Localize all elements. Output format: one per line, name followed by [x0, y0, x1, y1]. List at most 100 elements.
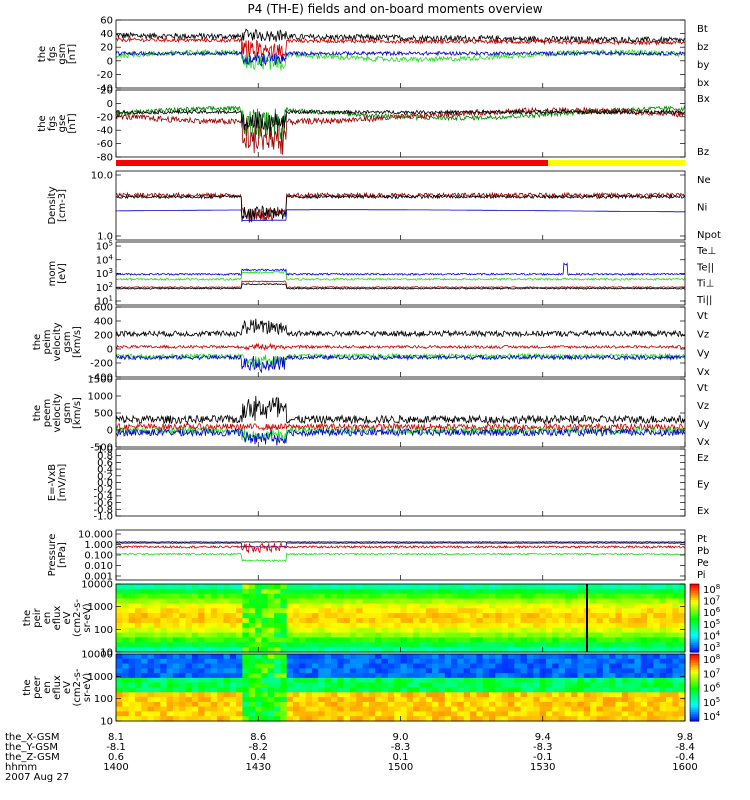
heatmap-cell-peer	[349, 682, 357, 689]
heatmap-cell-peir	[242, 622, 250, 629]
heatmap-cell-peer	[577, 711, 585, 717]
heatmap-cell-peer	[381, 682, 389, 689]
heatmap-cell-peer	[495, 673, 503, 679]
heatmap-cell-peir	[596, 588, 604, 595]
heatmap-cell-peir	[160, 608, 168, 614]
heatmap-cell-peir	[293, 632, 300, 639]
heatmap-cell-peer	[280, 692, 288, 698]
colorbar-segment-peir	[690, 615, 699, 619]
heatmap-cell-peer	[160, 692, 168, 698]
heatmap-cell-peer	[508, 658, 515, 665]
heatmap-cell-peir	[223, 598, 231, 605]
heatmap-cell-peir	[495, 642, 503, 648]
heatmap-cell-peir	[394, 618, 402, 624]
colorbar-segment-peir	[690, 622, 699, 626]
heatmap-cell-peer	[628, 654, 635, 660]
heatmap-cell-peir	[451, 608, 458, 614]
heatmap-cell-peir	[172, 588, 180, 595]
heatmap-cell-peer	[362, 687, 370, 693]
heatmap-cell-peer	[293, 673, 300, 679]
heatmap-cell-peer	[666, 668, 673, 674]
heatmap-cell-peer	[634, 682, 642, 689]
heatmap-cell-peer	[147, 711, 155, 717]
heatmap-cell-peir	[552, 613, 560, 619]
y-tick-label-peem: 0	[107, 426, 113, 437]
heatmap-cell-peir	[640, 632, 648, 639]
heatmap-cell-peer	[457, 658, 465, 665]
colorbar-segment-peir	[690, 636, 699, 639]
heatmap-cell-peer	[615, 697, 623, 703]
heatmap-cell-peir	[400, 618, 408, 624]
heatmap-cell-peer	[299, 663, 307, 669]
y-axis-label-peer: the	[22, 679, 33, 695]
heatmap-cell-peer	[147, 692, 155, 698]
heatmap-cell-peir	[628, 618, 635, 624]
y-tick-label-peim: 600	[94, 303, 113, 314]
legend-label-density: Ne	[697, 175, 711, 186]
heatmap-cell-peer	[337, 701, 345, 708]
heatmap-cell-peir	[659, 622, 667, 629]
heatmap-cell-peer	[172, 692, 180, 698]
heatmap-cell-peir	[659, 632, 667, 639]
heatmap-cell-peir	[495, 608, 503, 614]
heatmap-cell-peer	[432, 706, 439, 712]
heatmap-cell-peer	[179, 716, 187, 722]
heatmap-cell-peer	[229, 687, 237, 693]
heatmap-cell-peer	[305, 654, 313, 660]
heatmap-cell-peer	[406, 658, 414, 665]
heatmap-cell-peir	[375, 627, 383, 634]
heatmap-cell-peer	[305, 701, 313, 708]
heatmap-cell-peer	[590, 716, 598, 722]
heatmap-cell-peer	[413, 716, 420, 722]
heatmap-cell-peer	[653, 668, 661, 674]
heatmap-cell-peir	[236, 584, 243, 590]
heatmap-cell-peer	[185, 658, 193, 665]
heatmap-cell-peer	[400, 677, 408, 684]
heatmap-cell-peer	[451, 701, 458, 708]
heatmap-cell-peer	[293, 692, 300, 698]
heatmap-cell-peir	[236, 608, 243, 614]
heatmap-cell-peer	[122, 687, 130, 693]
heatmap-cell-peir	[160, 637, 168, 643]
heatmap-cell-peer	[349, 668, 357, 674]
legend-label-temp: Te||	[696, 262, 714, 273]
heatmap-cell-peer	[432, 687, 439, 693]
heatmap-cell-peer	[526, 668, 534, 674]
colorbar-segment-peer	[690, 676, 699, 680]
heatmap-cell-peer	[406, 677, 414, 684]
heatmap-cell-peer	[526, 663, 534, 669]
heatmap-cell-peer	[539, 711, 547, 717]
heatmap-cell-peir	[331, 622, 338, 629]
heatmap-cell-peir	[489, 637, 496, 643]
heatmap-cell-peir	[368, 608, 376, 614]
heatmap-cell-peir	[438, 598, 446, 605]
heatmap-cell-peir	[596, 613, 604, 619]
heatmap-cell-peer	[647, 701, 654, 708]
heatmap-cell-peer	[387, 706, 395, 712]
heatmap-cell-peer	[406, 697, 414, 703]
heatmap-cell-peir	[602, 618, 610, 624]
legend-label-peem: Vz	[697, 401, 709, 412]
heatmap-cell-peir	[312, 632, 319, 639]
heatmap-cell-peir	[526, 647, 534, 653]
heatmap-cell-peir	[609, 637, 616, 643]
heatmap-cell-peir	[470, 608, 477, 614]
heatmap-cell-peer	[343, 677, 351, 684]
heatmap-cell-peer	[406, 673, 414, 679]
heatmap-cell-peer	[210, 706, 218, 712]
heatmap-cell-peir	[185, 632, 193, 639]
heatmap-cell-peir	[331, 632, 338, 639]
heatmap-cell-peir	[381, 627, 389, 634]
heatmap-cell-peir	[217, 598, 225, 605]
heatmap-cell-peer	[672, 716, 680, 722]
heatmap-cell-peer	[489, 658, 496, 665]
heatmap-cell-peir	[628, 622, 635, 629]
heatmap-cell-peir	[210, 632, 218, 639]
heatmap-cell-peer	[463, 697, 471, 703]
heatmap-cell-peer	[312, 716, 319, 722]
heatmap-cell-peer	[343, 716, 351, 722]
heatmap-cell-peir	[406, 618, 414, 624]
heatmap-cell-peir	[666, 588, 673, 595]
heatmap-cell-peer	[463, 701, 471, 708]
heatmap-cell-peer	[489, 716, 496, 722]
